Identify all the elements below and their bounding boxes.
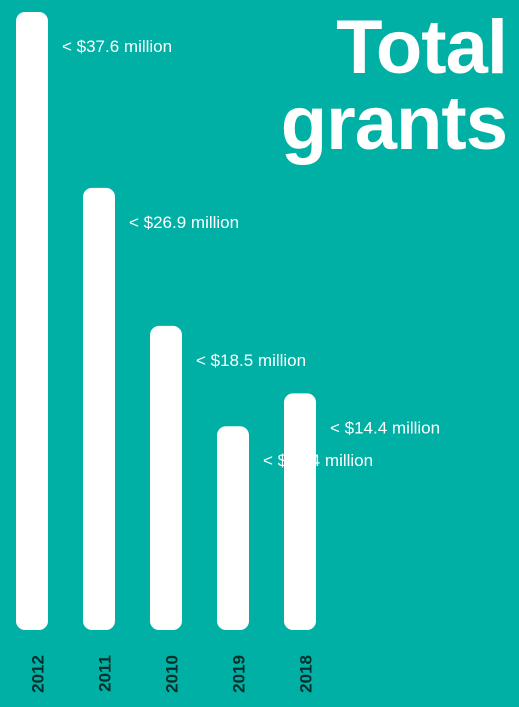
chart-title-line-2: grants bbox=[280, 81, 508, 166]
value-label-2018: < $14.4 million bbox=[330, 418, 440, 437]
bar-2019 bbox=[217, 426, 249, 630]
value-label-2012: < $37.6 million bbox=[62, 37, 172, 56]
bar-2011 bbox=[83, 187, 115, 631]
bar-2012 bbox=[16, 12, 48, 630]
category-label-2012: 2012 bbox=[29, 655, 48, 693]
category-label-2018: 2018 bbox=[297, 655, 316, 693]
chart-title-line-1: Total bbox=[336, 5, 508, 90]
value-label-2019: < $12.4 million bbox=[263, 451, 373, 470]
category-label-2011: 2011 bbox=[96, 655, 115, 692]
category-label-2010: 2010 bbox=[163, 655, 182, 693]
value-label-2011: < $26.9 million bbox=[129, 213, 239, 232]
bar-2010 bbox=[150, 325, 182, 630]
category-label-2019: 2019 bbox=[230, 655, 249, 693]
value-label-2010: < $18.5 million bbox=[196, 351, 306, 370]
bar-2018 bbox=[284, 393, 316, 630]
